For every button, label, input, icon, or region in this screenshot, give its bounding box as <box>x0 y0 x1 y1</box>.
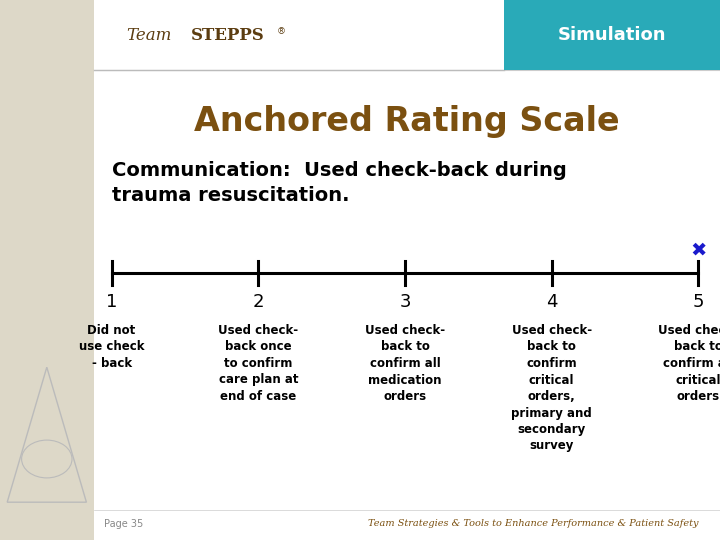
Bar <box>0 0 94 540</box>
Text: Used check-
back once
to confirm
care plan at
end of case: Used check- back once to confirm care pl… <box>218 324 298 403</box>
Text: 4: 4 <box>546 293 557 312</box>
Text: Team: Team <box>126 26 171 44</box>
Text: trauma resuscitation.: trauma resuscitation. <box>112 186 349 205</box>
Text: Simulation: Simulation <box>558 26 666 44</box>
Text: Communication:  Used check-back during: Communication: Used check-back during <box>112 160 567 180</box>
Text: Anchored Rating Scale: Anchored Rating Scale <box>194 105 620 138</box>
Text: Used check-
back to
confirm
critical
orders,
primary and
secondary
survey: Used check- back to confirm critical ord… <box>511 324 592 453</box>
Text: ✖: ✖ <box>690 240 706 260</box>
Text: 5: 5 <box>693 293 704 312</box>
Text: Page 35: Page 35 <box>104 519 144 529</box>
Bar <box>504 0 720 70</box>
Bar <box>94 70 720 540</box>
Text: 1: 1 <box>106 293 117 312</box>
Text: Used check-
back to
confirm all
critical
orders: Used check- back to confirm all critical… <box>658 324 720 403</box>
Text: STEPPS: STEPPS <box>191 26 264 44</box>
Text: 2: 2 <box>253 293 264 312</box>
Text: ®: ® <box>277 27 287 36</box>
Bar <box>94 0 504 70</box>
Text: Used check-
back to
confirm all
medication
orders: Used check- back to confirm all medicati… <box>365 324 445 403</box>
Text: 3: 3 <box>400 293 410 312</box>
Text: Did not
use check
- back: Did not use check - back <box>79 324 144 370</box>
Text: Team Strategies & Tools to Enhance Performance & Patient Safety: Team Strategies & Tools to Enhance Perfo… <box>368 519 698 528</box>
